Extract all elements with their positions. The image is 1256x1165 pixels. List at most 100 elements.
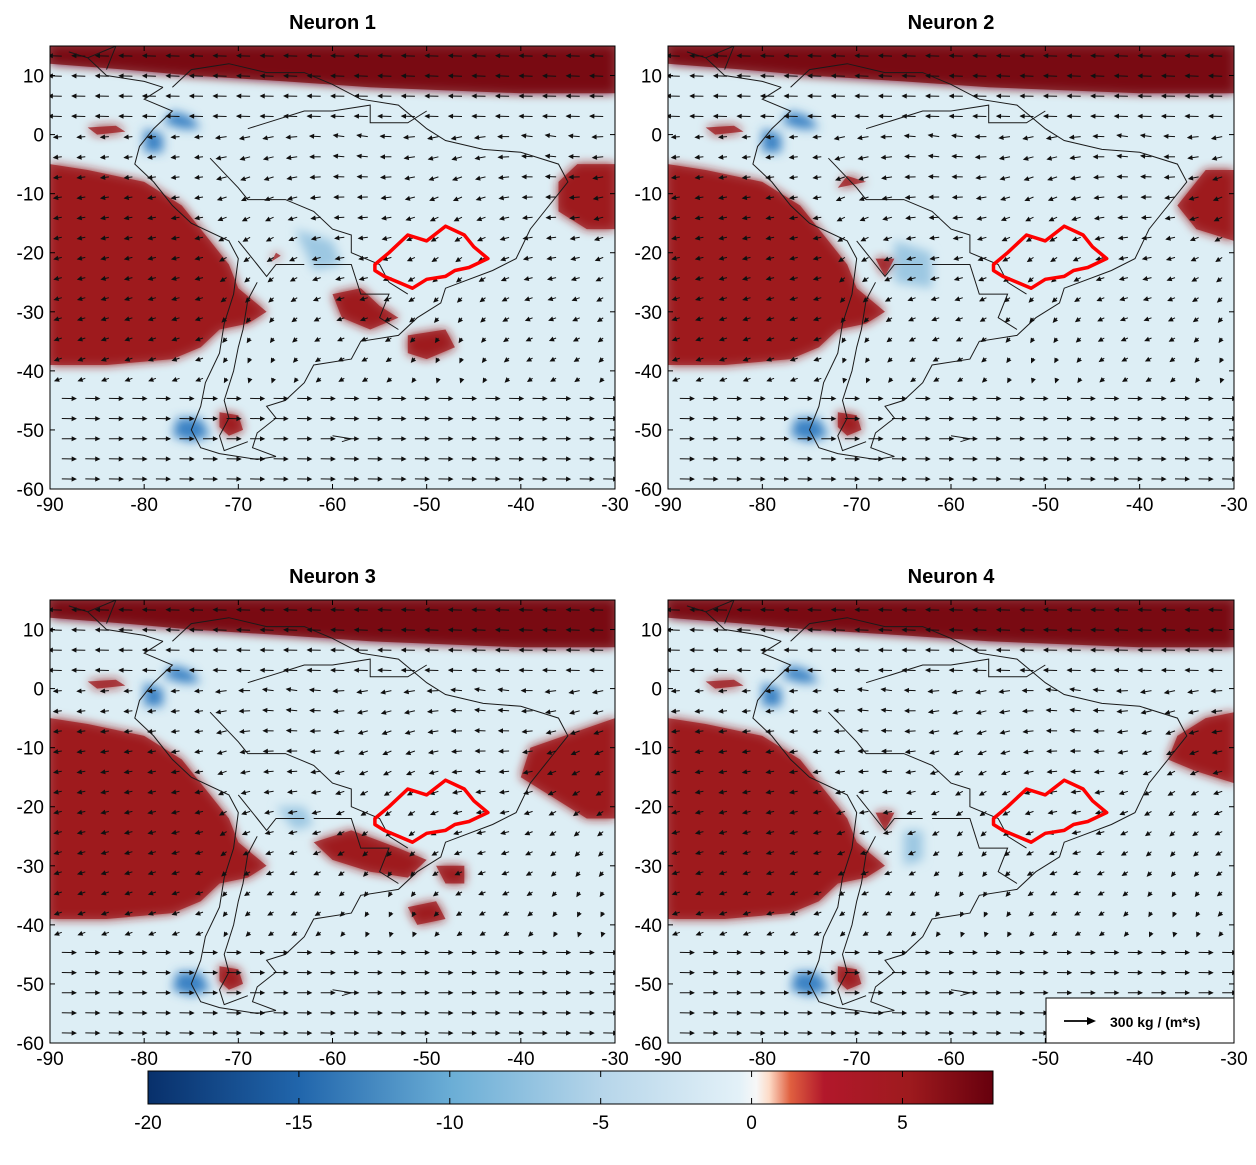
arrow-head [170,769,177,775]
arrow-head [450,135,457,141]
arrow-head [147,356,154,362]
arrow-head [165,53,171,59]
arrow-head [194,789,200,795]
arrow-head [1211,749,1218,755]
arrow-head [689,416,695,422]
arrow-head [830,73,837,79]
arrow-head [544,174,551,180]
arrow-head [591,134,597,140]
arrow-head [694,688,700,694]
arrow-head [100,910,107,916]
arrow-head [858,809,865,815]
arrow-head [71,647,77,653]
arrow-head [765,870,772,876]
arrow-head [265,850,272,856]
arrow-head [694,134,700,140]
arrow-head [1161,396,1167,402]
arrow-head [359,296,366,302]
arrow-head [1160,53,1167,59]
arrow-head [1208,476,1214,482]
arrow-head [951,689,958,695]
arrow-head [1119,810,1126,816]
arrow-head [354,950,360,956]
y-tick-label: -40 [17,362,44,383]
arrow-head [236,1010,242,1016]
arrow-head [495,1010,501,1016]
arrow-head [925,607,931,613]
x-tick-label: -30 [601,1049,628,1070]
arrow-head [569,709,575,715]
arrow-head [76,809,83,815]
positive-anomaly-core [1177,170,1234,241]
arrow-head [1048,850,1055,856]
arrow-head [424,416,431,422]
arrow-head [765,749,771,755]
arrow-head [1045,707,1051,713]
arrow-head [694,829,701,835]
y-tick-label: 10 [641,621,662,642]
arrow-head [565,647,571,653]
arrow-head [1069,728,1075,734]
arrow-head [996,396,1002,402]
arrow-head [310,769,316,775]
arrow-head [500,850,507,856]
arrow-head [429,810,436,816]
colorbar: -20 -15 -10 -5 0 5 [134,1070,994,1134]
arrow-head [165,416,172,422]
arrow-head [403,709,410,715]
arrow-head [948,607,955,613]
arrow-head [499,809,506,815]
arrow-head [171,376,178,382]
arrow-head [670,134,677,140]
arrow-head [141,53,148,59]
arrow-head [212,607,218,613]
y-tick-label: -60 [635,480,662,501]
arrow-head [71,73,77,79]
arrow-head [403,689,410,695]
arrow-head [838,257,844,263]
arrow-head [194,769,200,775]
arrow-head [760,416,766,422]
arrow-head [1184,456,1191,462]
arrow-head [518,416,525,422]
arrow-head [695,316,701,322]
arrow-head [459,357,464,364]
arrow-head [521,749,528,755]
arrow-head [1208,436,1214,442]
arrow-head [742,870,749,876]
arrow-head [741,134,747,140]
arrow-head [567,133,574,139]
positive-anomaly-core [668,46,1234,94]
arrow-head [1043,436,1049,442]
arrow-head [142,990,148,996]
arrow-head [269,317,275,323]
arrow-head [689,73,695,79]
arrow-head [952,730,959,735]
arrow-head [1072,850,1078,856]
arrow-head [668,667,672,673]
arrow-head [283,436,289,442]
arrow-head [1137,647,1143,653]
arrow-head [123,296,130,302]
arrow-head [448,1030,454,1036]
arrow-head [142,416,148,422]
arrow-head [381,235,388,241]
arrow-head [307,436,313,442]
arrow-head [948,113,955,119]
arrow-head [901,627,907,633]
arrow-head [171,910,178,916]
arrow-head [1090,607,1096,613]
arrow-head [1163,154,1169,160]
colorbar-tick-label: 5 [897,1113,908,1134]
arrow-head [948,647,955,653]
arrow-head [1090,53,1096,59]
arrow-head [1019,1030,1026,1036]
arrow-head [972,970,978,976]
arrow-head [765,809,772,815]
arrow-head [1212,196,1219,202]
arrow-head [353,93,360,99]
arrow-head [357,215,363,221]
arrow-head [518,93,524,99]
arrow-head [995,113,1002,119]
arrow-head [765,154,771,160]
